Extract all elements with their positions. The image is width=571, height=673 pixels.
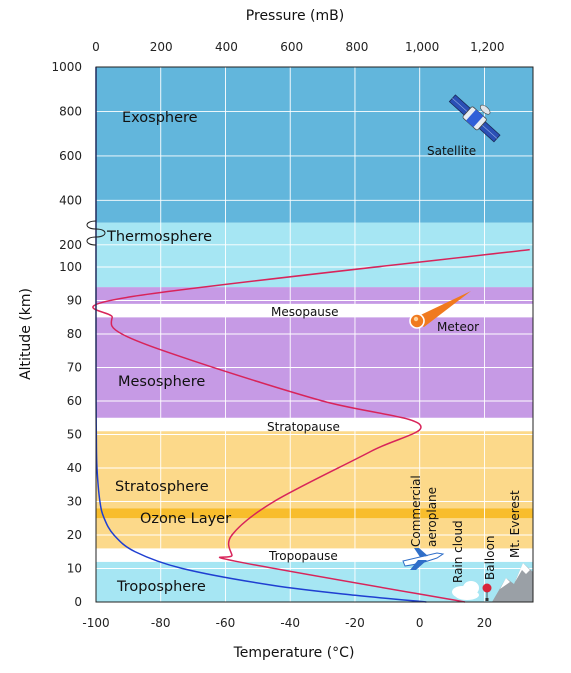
altitude-tick-label: 20 — [67, 528, 82, 542]
label-mesosphere: Mesosphere — [118, 374, 205, 390]
altitude-tick-label: 80 — [67, 327, 82, 341]
pressure-tick-label: 400 — [215, 40, 238, 54]
temperature-tick-label: -60 — [216, 616, 236, 630]
altitude-tick-label: 30 — [67, 495, 82, 509]
band-exosphere — [96, 67, 533, 223]
altitude-tick-label: 100 — [59, 260, 82, 274]
temperature-line — [92, 248, 530, 603]
pressure-tick-label: 1,200 — [470, 40, 504, 54]
temperature-tick-label: -100 — [82, 616, 109, 630]
pressure-tick-label: 0 — [92, 40, 100, 54]
label-exosphere: Exosphere — [122, 110, 198, 126]
band-stratosphere — [96, 431, 533, 509]
bottom-axis-title: Temperature (°C) — [233, 645, 355, 661]
band-stratosphere — [96, 518, 533, 549]
pressure-tick-label: 1,000 — [405, 40, 439, 54]
altitude-tick-label: 1000 — [51, 60, 82, 74]
temperature-tick-label: -80 — [151, 616, 171, 630]
band-mesosphere — [96, 287, 533, 304]
band-thermosphere — [96, 222, 533, 288]
left-axis-title: Altitude (km) — [18, 288, 34, 380]
pressure-tick-label: 200 — [150, 40, 173, 54]
band-ozone-layer — [96, 508, 533, 519]
band-stratopause — [96, 417, 533, 432]
altitude-tick-label: 70 — [67, 361, 82, 375]
top-axis-title: Pressure (mB) — [246, 8, 344, 24]
axis-break-icon — [86, 220, 106, 246]
altitude-tick-label: 10 — [67, 562, 82, 576]
label-ozone-layer: Ozone Layer — [140, 511, 231, 527]
label-troposphere: Troposphere — [116, 579, 206, 595]
label-commercial: Commercial — [409, 475, 423, 547]
pressure-tick-label: 600 — [280, 40, 303, 54]
rain-cloud-icon — [452, 581, 479, 600]
altitude-tick-label: 200 — [59, 238, 82, 252]
pressure-tick-label: 800 — [345, 40, 368, 54]
aeroplane-icon — [402, 548, 445, 570]
balloon-icon — [482, 583, 492, 601]
label-mesopause: Mesopause — [271, 305, 339, 319]
label-aeroplane: aeroplane — [425, 487, 439, 547]
temperature-tick-label: -40 — [280, 616, 300, 630]
label-mt-everest: Mt. Everest — [508, 490, 522, 558]
altitude-tick-label: 60 — [67, 394, 82, 408]
altitude-tick-label: 600 — [59, 149, 82, 163]
altitude-tick-label: 400 — [59, 193, 82, 207]
label-meteor: Meteor — [437, 320, 479, 334]
label-thermosphere: Thermosphere — [106, 229, 212, 245]
mountain-icon — [492, 563, 533, 602]
tick-labels: -100 -80 -60 -40 -20 0 200 200 400 600 800 1,000 1,2… — [51, 40, 504, 630]
label-stratosphere: Stratosphere — [115, 479, 209, 495]
label-rain-cloud: Rain cloud — [451, 520, 465, 583]
label-satellite: Satellite — [427, 144, 476, 158]
satellite-icon — [448, 94, 501, 143]
altitude-tick-label: 50 — [67, 428, 82, 442]
label-balloon: Balloon — [483, 535, 497, 580]
altitude-tick-label: 40 — [67, 461, 82, 475]
altitude-tick-label: 90 — [67, 294, 82, 308]
temperature-tick-label: -20 — [345, 616, 365, 630]
altitude-tick-label: 800 — [59, 104, 82, 118]
meteor-icon — [409, 291, 471, 329]
plot-frame — [95, 66, 534, 603]
temperature-tick-label: 0 — [416, 616, 424, 630]
label-tropopause: Tropopause — [268, 549, 338, 563]
altitude-tick-label: 0 — [74, 595, 82, 609]
temperature-tick-label: 20 — [477, 616, 492, 630]
label-stratopause: Stratopause — [267, 420, 340, 434]
